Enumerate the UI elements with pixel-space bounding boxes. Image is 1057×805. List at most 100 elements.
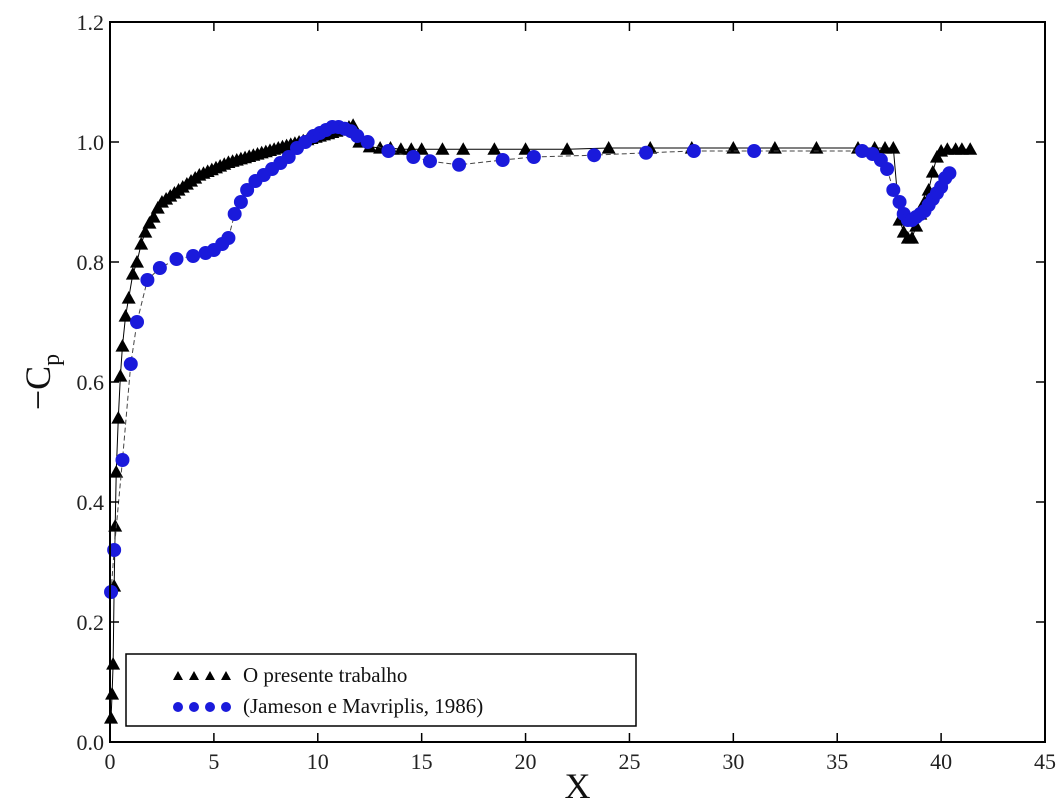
- data-point-triangle: [105, 687, 120, 700]
- data-point-circle: [406, 150, 421, 164]
- y-tick-label: 1.2: [77, 10, 105, 35]
- data-point-triangle: [134, 237, 149, 250]
- x-tick-label: 5: [208, 749, 219, 774]
- data-point-triangle: [113, 369, 128, 382]
- data-point-circle: [747, 144, 762, 158]
- data-point-circle: [886, 183, 901, 197]
- data-point-circle: [240, 183, 255, 197]
- data-point-triangle: [138, 225, 153, 238]
- data-point-circle: [495, 153, 510, 167]
- x-tick-label: 25: [618, 749, 640, 774]
- data-point-circle: [360, 135, 375, 149]
- legend-triangle: [205, 671, 215, 680]
- x-tick-label: 20: [515, 749, 537, 774]
- data-point-circle: [233, 195, 248, 209]
- data-point-triangle: [809, 141, 824, 154]
- data-point-triangle: [456, 142, 471, 155]
- data-point-circle: [115, 453, 130, 467]
- data-point-circle: [526, 150, 541, 164]
- y-axis-label-subscript: p: [39, 354, 65, 366]
- data-point-triangle: [106, 657, 121, 670]
- y-axis-label: −Cp: [18, 354, 65, 410]
- legend-triangle: [189, 671, 199, 680]
- legend-marker-triangles: [173, 671, 231, 680]
- data-point-triangle: [104, 711, 119, 724]
- legend-circle: [205, 702, 215, 712]
- data-point-circle: [152, 261, 167, 275]
- data-point-circle: [381, 144, 396, 158]
- x-tick-label: 35: [826, 749, 848, 774]
- data-point-circle: [587, 148, 602, 163]
- x-tick-label: 15: [411, 749, 433, 774]
- data-point-triangle: [726, 141, 741, 154]
- x-tick-label: 10: [307, 749, 329, 774]
- data-point-circle: [880, 162, 895, 176]
- data-point-circle: [221, 231, 236, 245]
- x-tick-label: 45: [1034, 749, 1056, 774]
- data-point-triangle: [925, 165, 940, 178]
- data-point-circle: [123, 357, 138, 371]
- data-point-triangle: [518, 142, 533, 155]
- legend-label-presente-trabalho: O presente trabalho: [243, 663, 407, 687]
- data-point-triangle: [886, 141, 901, 154]
- data-point-triangle: [487, 142, 502, 155]
- data-point-triangle: [125, 267, 140, 280]
- data-point-triangle: [905, 231, 920, 244]
- y-tick-label: 0.8: [77, 250, 105, 275]
- x-tick-label: 30: [722, 749, 744, 774]
- data-point-circle: [452, 157, 467, 172]
- data-point-triangle: [393, 142, 408, 155]
- axis-ticks: 0 5 10 15 20 25 30 35 40 45 0.0 0.2 0.4 0.6 0.8 1.0 1.2: [77, 10, 1057, 774]
- legend-circle: [173, 702, 183, 712]
- data-point-circle: [686, 144, 701, 158]
- data-point-triangle: [109, 465, 124, 478]
- plot-area: [104, 118, 978, 724]
- legend-triangle: [221, 671, 231, 680]
- data-point-circle: [227, 207, 242, 221]
- data-point-triangle: [130, 255, 145, 268]
- data-point-triangle: [146, 210, 161, 223]
- y-axis-label-prefix: −: [18, 390, 58, 410]
- data-point-triangle: [414, 142, 429, 155]
- y-tick-label: 0.6: [77, 370, 105, 395]
- data-point-circle: [140, 273, 155, 287]
- legend-circle: [221, 702, 231, 712]
- data-point-circle: [104, 585, 119, 599]
- plot-frame: [109, 21, 1046, 743]
- data-point-circle: [422, 154, 437, 169]
- x-tick-label: 0: [105, 749, 116, 774]
- data-point-triangle: [601, 141, 616, 154]
- legend-triangle: [173, 671, 183, 680]
- data-point-triangle: [118, 309, 133, 322]
- data-point-circle: [186, 249, 201, 263]
- y-tick-label: 0.0: [77, 730, 105, 755]
- data-point-circle: [169, 252, 184, 266]
- data-point-circle: [639, 145, 654, 160]
- data-point-circle: [281, 150, 296, 164]
- data-point-triangle: [115, 339, 130, 352]
- y-tick-label: 0.2: [77, 610, 105, 635]
- data-point-triangle: [111, 411, 126, 424]
- legend-label-jameson-mavriplis: (Jameson e Mavriplis, 1986): [243, 694, 483, 718]
- data-point-triangle: [121, 291, 136, 304]
- data-point-circle: [130, 315, 145, 329]
- legend-circle: [189, 702, 199, 712]
- data-point-circle: [350, 129, 365, 143]
- x-tick-label: 40: [930, 749, 952, 774]
- data-point-triangle: [767, 141, 782, 154]
- y-tick-label: 1.0: [77, 130, 105, 155]
- legend: O presente trabalho (Jameson e Mavriplis…: [125, 653, 637, 727]
- y-axis-label-main: C: [18, 366, 58, 390]
- data-point-triangle: [560, 142, 575, 155]
- data-point-circle: [892, 195, 907, 209]
- legend-box: [125, 653, 637, 727]
- legend-marker-circles: [173, 702, 231, 712]
- series-jameson-mavriplis: [104, 120, 957, 599]
- data-point-triangle: [108, 519, 123, 532]
- x-axis-label: X: [565, 766, 591, 805]
- data-point-triangle: [435, 142, 450, 155]
- y-tick-label: 0.4: [77, 490, 105, 515]
- data-point-triangle: [963, 142, 978, 155]
- data-point-circle: [942, 166, 957, 181]
